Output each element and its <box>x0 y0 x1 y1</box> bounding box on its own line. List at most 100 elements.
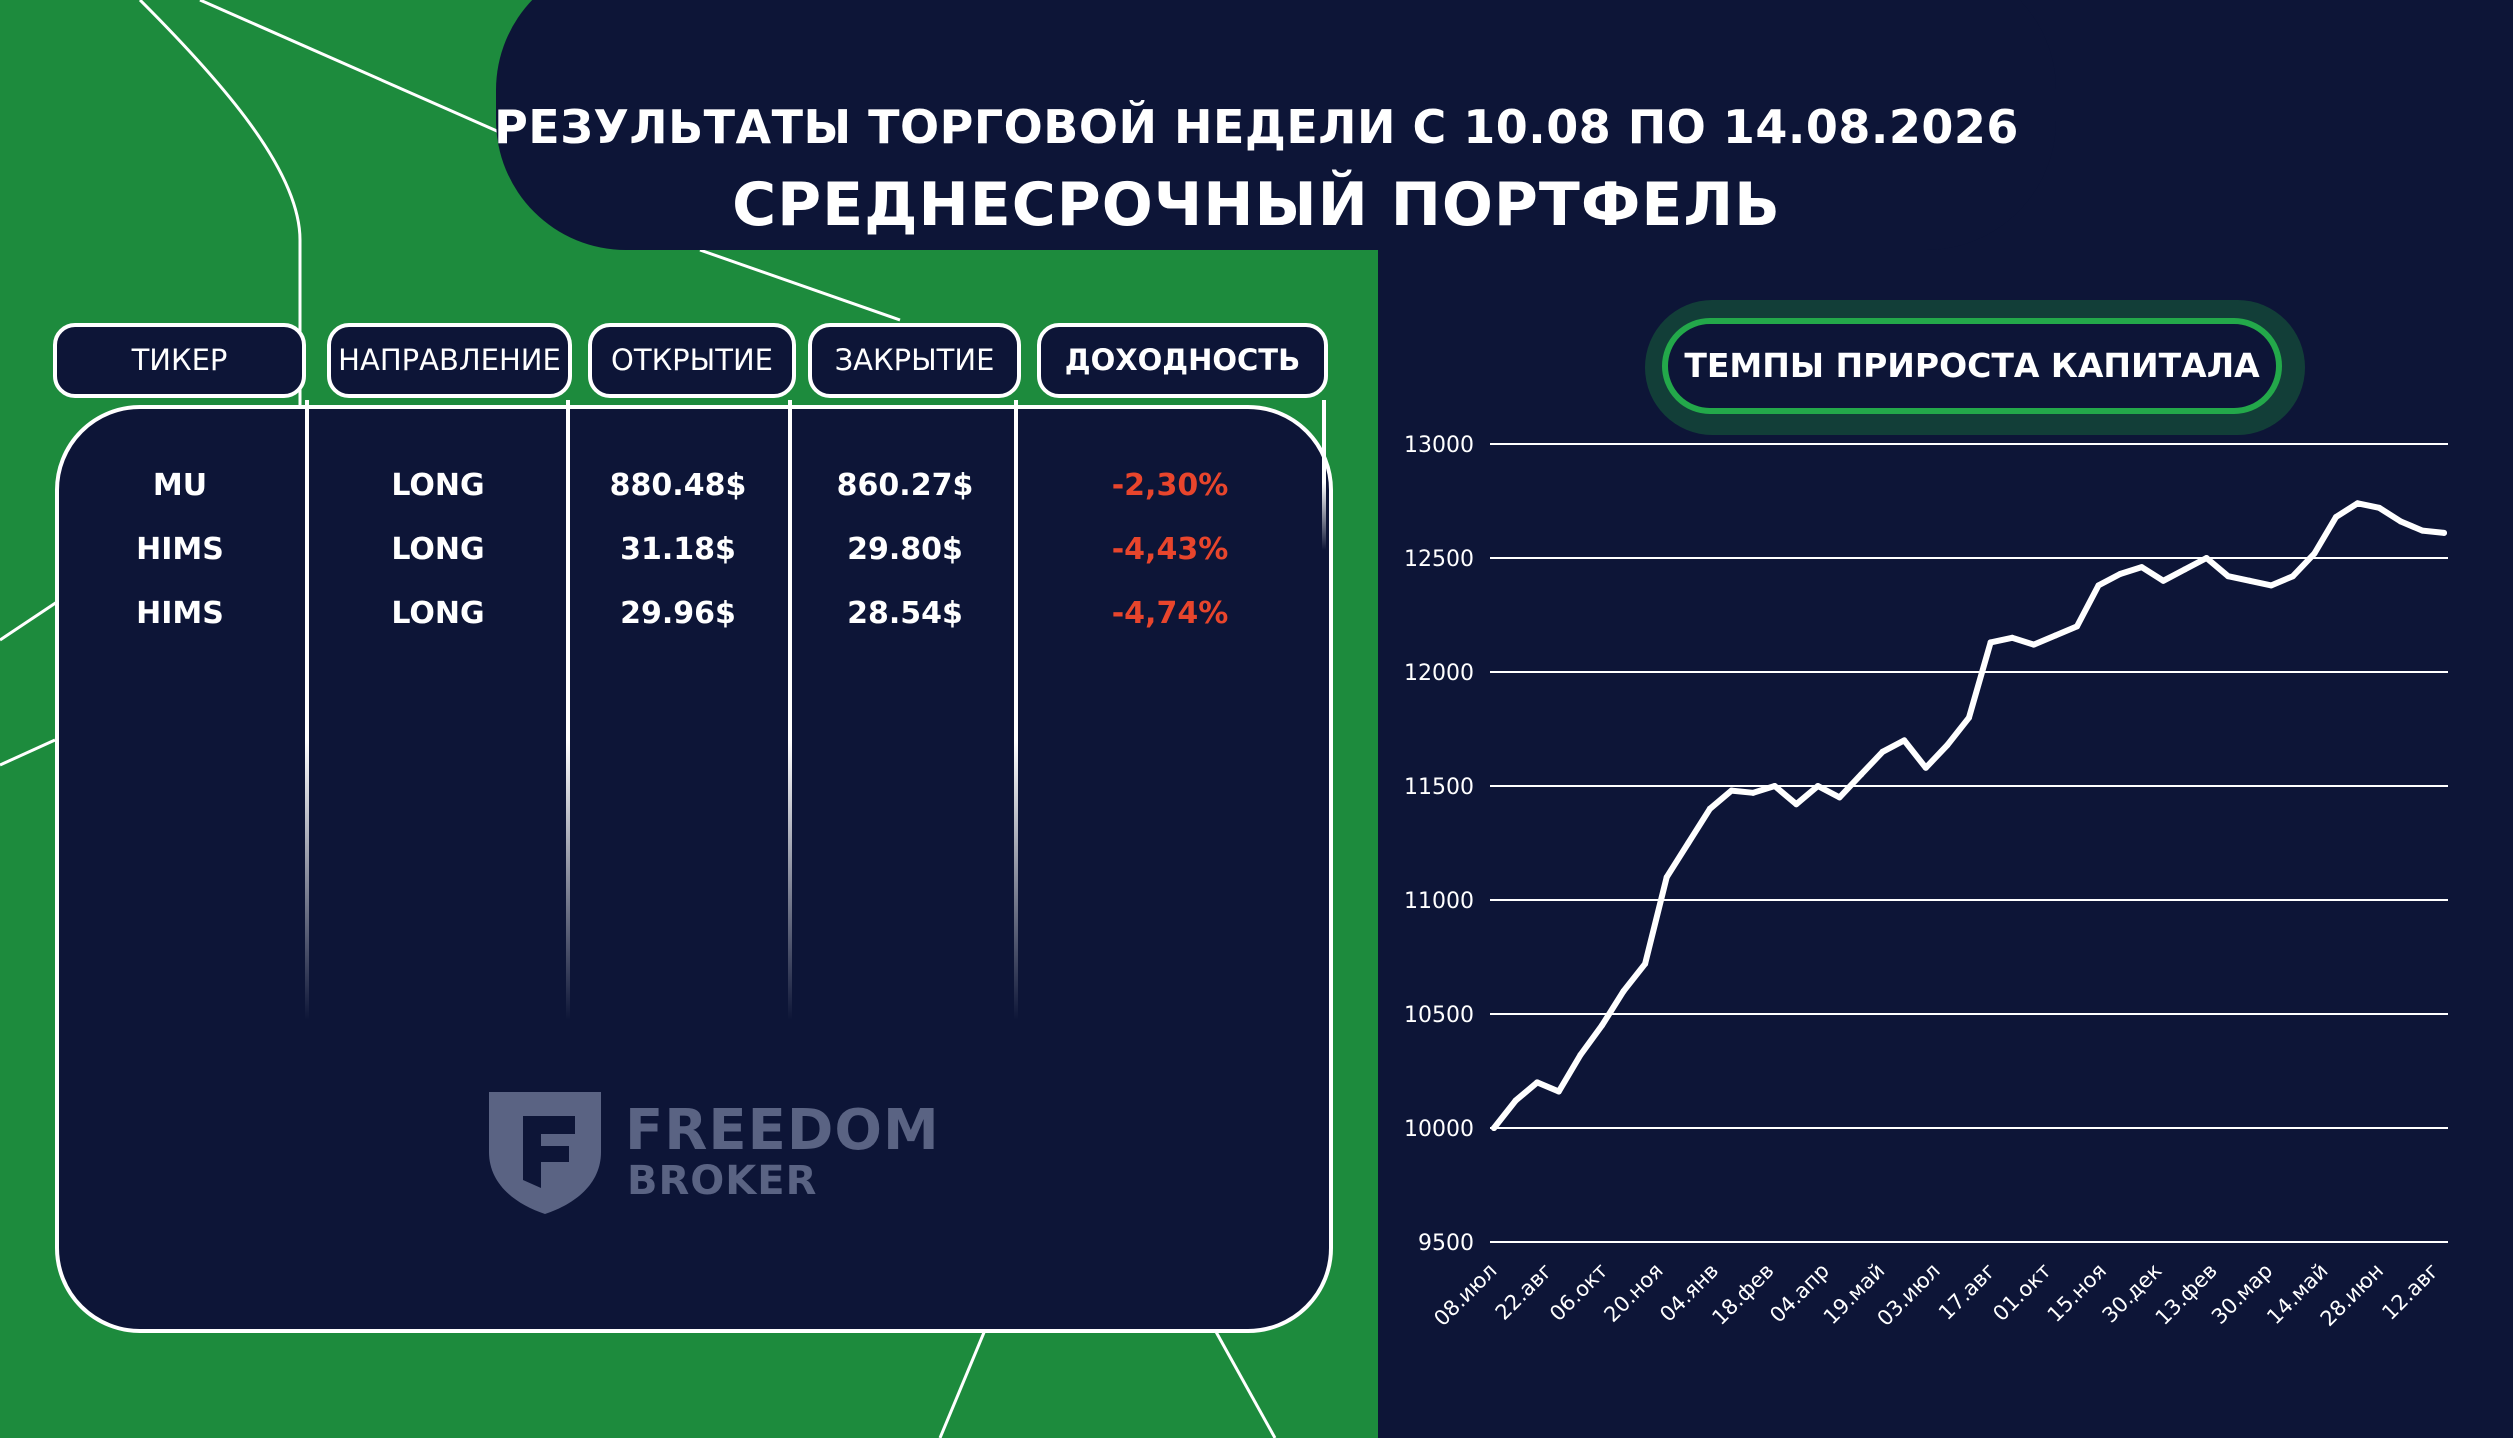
data-point <box>2009 634 2016 641</box>
data-point <box>2117 570 2124 577</box>
freedom-shield-icon <box>489 1092 601 1214</box>
data-point <box>2030 641 2037 648</box>
x-tick-label: 03.июл <box>1873 1259 1945 1331</box>
x-tick-label: 01.окт <box>1988 1259 2055 1326</box>
data-point <box>2095 582 2102 589</box>
data-point <box>1620 988 1627 995</box>
cell-yield: -4,43% <box>1111 532 1229 567</box>
data-point <box>2289 573 2296 580</box>
data-point <box>1685 840 1692 846</box>
data-point <box>1728 787 1735 794</box>
y-tick-label: 10000 <box>1404 1117 1474 1142</box>
x-tick-label: 17.авг <box>1934 1259 2000 1325</box>
header-open: ОТКРЫТИЕ <box>588 323 796 398</box>
decorative-lines <box>0 0 1277 1438</box>
cell-yield: -2,30% <box>1111 468 1229 503</box>
table-panel <box>55 405 1333 1333</box>
data-point <box>2225 573 2232 580</box>
data-point <box>1706 805 1713 812</box>
column-divider <box>1322 400 1326 550</box>
logo-text-broker: BROKER <box>627 1158 818 1204</box>
data-point <box>2246 577 2253 584</box>
data-point <box>1944 741 1951 748</box>
x-tick-label: 13.фев <box>2151 1259 2222 1330</box>
title-banner <box>496 0 2056 250</box>
x-tick-label: 15.ноя <box>2043 1259 2111 1327</box>
chart-title: ТЕМПЫ ПРИРОСТА КАПИТАЛА <box>1662 318 2282 414</box>
data-point <box>1771 783 1778 789</box>
data-point <box>1555 1088 1562 1095</box>
data-point <box>1598 1022 1605 1029</box>
x-tick-label: 06.окт <box>1545 1259 1612 1326</box>
deco-line-bottom1 <box>938 1329 987 1438</box>
data-point <box>2333 513 2340 520</box>
data-point <box>2354 500 2361 507</box>
data-point <box>2181 566 2188 573</box>
data-point <box>2397 518 2404 525</box>
deco-line-side2 <box>0 738 56 767</box>
data-point <box>1901 737 1908 744</box>
cell-close: 28.54$ <box>847 596 963 631</box>
data-point <box>2268 582 2275 589</box>
x-tick-label: 30.мар <box>2207 1259 2277 1329</box>
cell-close: 29.80$ <box>847 532 963 567</box>
y-tick-label: 11500 <box>1404 775 1474 800</box>
y-tick-label: 12000 <box>1404 661 1474 686</box>
cell-yield: -4,74% <box>1111 596 1229 631</box>
data-point <box>1663 874 1670 881</box>
data-point <box>2376 504 2383 511</box>
cell-direction: LONG <box>391 468 485 503</box>
page-subtitle: СРЕДНЕСРОЧНЫЙ ПОРТФЕЛЬ <box>732 170 1781 240</box>
cell-ticker: HIMS <box>136 596 224 631</box>
data-point <box>2160 577 2167 584</box>
data-point <box>1836 794 1843 801</box>
x-tick-label: 18.фев <box>1707 1259 1778 1330</box>
data-point <box>1814 783 1821 789</box>
data-point <box>1793 801 1800 808</box>
data-point <box>2441 529 2447 536</box>
page-title: РЕЗУЛЬТАТЫ ТОРГОВОЙ НЕДЕЛИ С 10.08 ПО 14… <box>494 100 2019 154</box>
header-ticker: ТИКЕР <box>53 323 306 398</box>
data-point <box>2052 632 2059 639</box>
cell-close: 860.27$ <box>836 468 974 503</box>
cell-open: 31.18$ <box>620 532 736 567</box>
column-divider <box>1014 400 1018 1020</box>
data-point <box>2419 527 2426 534</box>
x-tick-label: 20.ноя <box>1599 1259 1667 1327</box>
cell-direction: LONG <box>391 532 485 567</box>
y-tick-label: 12500 <box>1404 547 1474 572</box>
series-line <box>1491 500 2447 1131</box>
data-point <box>1987 639 1994 646</box>
deco-line-bottom2 <box>1213 1329 1277 1438</box>
data-point <box>2203 555 2210 561</box>
column-divider <box>788 400 792 1020</box>
cell-open: 29.96$ <box>620 596 736 631</box>
data-point <box>1642 960 1649 967</box>
data-point <box>1577 1052 1584 1059</box>
deco-line-left <box>138 0 302 420</box>
data-point <box>1966 714 1972 721</box>
data-point <box>2073 623 2080 630</box>
column-divider <box>566 400 570 1020</box>
x-tick-label: 08.июл <box>1429 1259 1501 1331</box>
data-point <box>1922 764 1929 771</box>
capital-growth-chart: 9500 10000 10500 11000 11500 12000 12500 13000 0… <box>1404 433 2448 1331</box>
header-close: ЗАКРЫТИЕ <box>808 323 1021 398</box>
data-point <box>1512 1097 1519 1104</box>
y-tick-label: 10500 <box>1404 1003 1474 1028</box>
data-point <box>1858 771 1865 778</box>
header-yield: ДОХОДНОСТЬ <box>1037 323 1328 398</box>
data-point <box>2138 564 2145 571</box>
y-tick-label: 13000 <box>1404 433 1474 458</box>
deco-line-top <box>199 0 541 152</box>
deco-line-side1 <box>0 598 61 642</box>
data-point <box>1534 1079 1541 1086</box>
cell-direction: LONG <box>391 596 485 631</box>
x-tick-label: 22.авг <box>1491 1259 1557 1325</box>
y-tick-label: 11000 <box>1404 889 1474 914</box>
header-direction: НАПРАВЛЕНИЕ <box>327 323 572 398</box>
data-point <box>1879 748 1886 755</box>
data-point <box>2311 550 2318 557</box>
data-point <box>1491 1125 1497 1131</box>
cell-open: 880.48$ <box>609 468 747 503</box>
